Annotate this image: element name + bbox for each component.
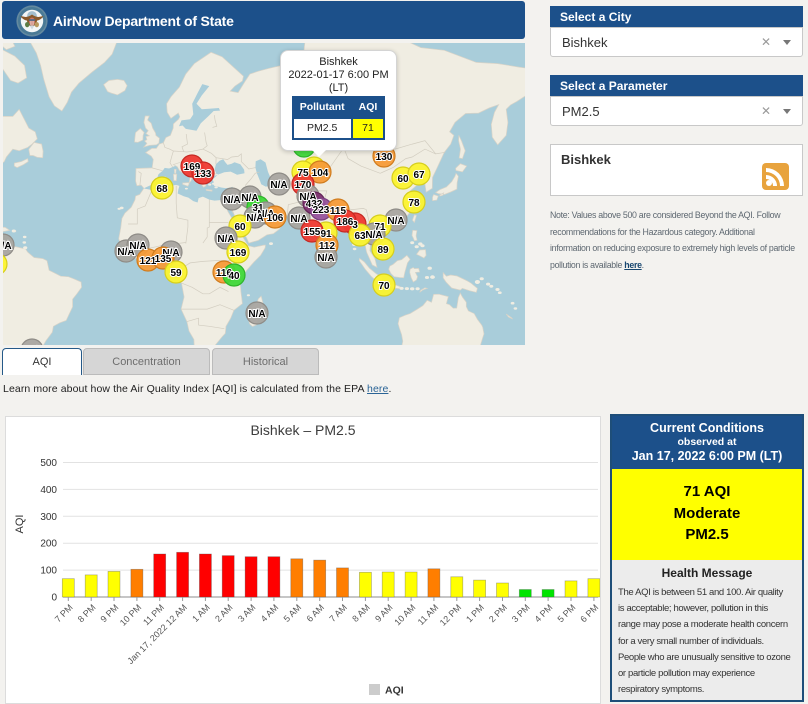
svg-text:112: 112: [319, 241, 336, 252]
svg-text:115: 115: [330, 206, 347, 217]
svg-text:400: 400: [40, 485, 57, 496]
svg-text:5 PM: 5 PM: [555, 602, 577, 624]
svg-text:7 PM: 7 PM: [53, 602, 75, 624]
svg-text:3: 3: [352, 220, 358, 231]
svg-text:78: 78: [408, 198, 420, 209]
svg-text:N/A: N/A: [246, 213, 263, 224]
svg-text:N/A: N/A: [257, 209, 274, 220]
svg-text:31: 31: [252, 203, 264, 214]
svg-text:40: 40: [228, 271, 240, 282]
svg-text:0: 0: [51, 593, 57, 604]
svg-text:N/A: N/A: [270, 180, 287, 191]
svg-text:200: 200: [40, 539, 57, 550]
svg-text:121: 121: [140, 256, 157, 267]
svg-text:N/A: N/A: [223, 195, 240, 206]
svg-text:N/A: N/A: [387, 216, 404, 227]
svg-text:N/A: N/A: [317, 253, 334, 264]
svg-text:169: 169: [230, 248, 247, 259]
svg-text:8 PM: 8 PM: [76, 602, 98, 624]
svg-text:10 PM: 10 PM: [118, 602, 143, 627]
svg-text:63: 63: [354, 231, 366, 242]
svg-text:3 PM: 3 PM: [510, 602, 532, 624]
svg-text:N/A: N/A: [290, 214, 307, 225]
svg-text:11 AM: 11 AM: [416, 602, 441, 627]
svg-text:130: 130: [376, 152, 393, 163]
svg-text:1 AM: 1 AM: [190, 602, 212, 624]
svg-text:AQI: AQI: [385, 685, 404, 697]
svg-text:169: 169: [184, 162, 201, 173]
svg-text:12 PM: 12 PM: [438, 602, 463, 627]
svg-text:N/A: N/A: [299, 192, 316, 203]
svg-text:71: 71: [374, 222, 386, 233]
svg-text:170: 170: [295, 180, 312, 191]
svg-text:75: 75: [297, 168, 309, 179]
svg-text:5 AM: 5 AM: [282, 602, 304, 624]
svg-text:60: 60: [234, 222, 246, 233]
svg-text:106: 106: [267, 213, 284, 224]
svg-text:133: 133: [195, 169, 212, 180]
svg-text:4 AM: 4 AM: [259, 602, 281, 624]
svg-text:N/A: N/A: [217, 234, 234, 245]
svg-text:8 AM: 8 AM: [350, 602, 372, 624]
svg-text:Bishkek – PM2.5: Bishkek – PM2.5: [250, 422, 355, 438]
svg-text:68: 68: [156, 184, 168, 195]
svg-text:N/A: N/A: [3, 241, 12, 252]
svg-text:500: 500: [40, 458, 57, 469]
svg-text:2 AM: 2 AM: [213, 602, 235, 624]
svg-text:60: 60: [397, 174, 409, 185]
svg-text:4 PM: 4 PM: [533, 602, 555, 624]
svg-text:116: 116: [216, 268, 233, 279]
svg-text:300: 300: [40, 512, 57, 523]
svg-text:91: 91: [320, 229, 332, 240]
svg-text:223: 223: [313, 205, 330, 216]
svg-text:10 AM: 10 AM: [392, 602, 417, 627]
svg-text:59: 59: [170, 268, 182, 279]
svg-text:AQI: AQI: [14, 515, 26, 534]
svg-text:N/A: N/A: [117, 247, 134, 258]
svg-text:3 AM: 3 AM: [236, 602, 258, 624]
svg-text:N/A: N/A: [162, 248, 179, 259]
svg-text:89: 89: [377, 245, 389, 256]
svg-text:N/A: N/A: [129, 241, 146, 252]
svg-text:6 AM: 6 AM: [305, 602, 327, 624]
svg-text:432: 432: [306, 199, 323, 210]
svg-text:135: 135: [155, 254, 172, 265]
svg-text:7 AM: 7 AM: [327, 602, 349, 624]
svg-text:2 PM: 2 PM: [487, 602, 509, 624]
svg-text:155: 155: [304, 227, 321, 238]
svg-text:N/A: N/A: [365, 230, 382, 241]
svg-text:6 PM: 6 PM: [578, 602, 600, 624]
svg-text:100: 100: [40, 566, 57, 577]
svg-text:N/A: N/A: [241, 193, 258, 204]
svg-text:70: 70: [378, 281, 390, 292]
svg-text:186: 186: [337, 217, 354, 228]
svg-text:N/A: N/A: [248, 309, 265, 320]
svg-text:67: 67: [413, 170, 425, 181]
svg-text:1 PM: 1 PM: [464, 602, 486, 624]
svg-text:104: 104: [312, 168, 329, 179]
